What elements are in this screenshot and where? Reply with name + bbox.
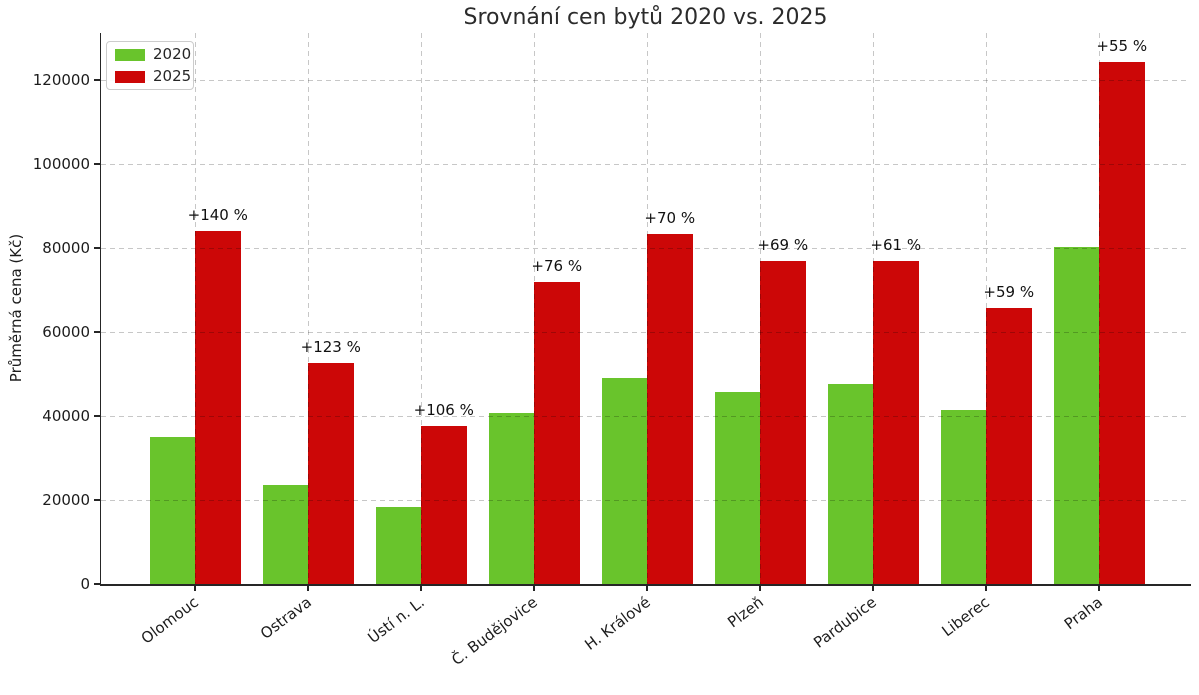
gridline-x-0: [194, 33, 196, 584]
bar-2025-3: [534, 282, 580, 584]
bar-2025-4: [647, 234, 693, 584]
bar-2025-5: [760, 260, 806, 584]
bar-2025-1: [308, 362, 354, 584]
x-tick-0: [194, 585, 196, 591]
legend: 2020 2025: [106, 41, 194, 90]
y-tick-label: 20000: [42, 491, 90, 509]
gridline-x-7: [985, 33, 987, 584]
y-tick-label: 120000: [32, 71, 90, 89]
pct-label-4: +70 %: [644, 209, 696, 228]
gridline-y-100000: [101, 163, 1190, 165]
pct-label-1: +123 %: [300, 337, 361, 356]
x-tick-6: [872, 585, 874, 591]
bar-2020-3: [488, 412, 534, 584]
bar-2020-2: [375, 507, 421, 584]
y-tick-100000: [94, 163, 100, 165]
bar-2020-1: [262, 484, 308, 584]
pct-label-6: +61 %: [870, 236, 922, 255]
pct-label-2: +106 %: [413, 401, 474, 420]
gridline-y-60000: [101, 331, 1190, 333]
x-tick-8: [1098, 585, 1100, 591]
y-axis-spine: [99, 33, 101, 585]
gridline-x-4: [646, 33, 648, 584]
bar-2020-4: [601, 378, 647, 584]
bar-2025-0: [195, 231, 241, 584]
x-tick-label: Olomouc: [137, 593, 202, 648]
y-tick-label: 100000: [32, 155, 90, 173]
legend-swatch-2025: [115, 70, 145, 83]
y-tick-120000: [94, 79, 100, 81]
pct-label-3: +76 %: [531, 257, 583, 276]
y-tick-20000: [94, 499, 100, 501]
x-tick-3: [533, 585, 535, 591]
gridline-x-6: [872, 33, 874, 584]
pct-label-0: +140 %: [187, 206, 248, 225]
gridline-y-20000: [101, 499, 1190, 501]
gridline-x-8: [1098, 33, 1100, 584]
gridline-x-2: [420, 33, 422, 584]
bar-2025-8: [1099, 61, 1145, 584]
bar-2025-2: [421, 426, 467, 584]
y-tick-label: 80000: [42, 239, 90, 257]
legend-item-2025: 2025: [115, 68, 191, 85]
y-tick-60000: [94, 331, 100, 333]
bar-2020-6: [827, 383, 873, 584]
y-tick-0: [94, 583, 100, 585]
gridline-x-3: [533, 33, 535, 584]
y-tick-40000: [94, 415, 100, 417]
legend-label: 2025: [153, 67, 192, 85]
y-tick-label: 60000: [42, 323, 90, 341]
pct-label-5: +69 %: [757, 235, 809, 254]
bar-2025-7: [986, 307, 1032, 584]
x-tick-1: [307, 585, 309, 591]
legend-item-2020: 2020: [115, 46, 191, 63]
gridline-x-1: [307, 33, 309, 584]
x-tick-4: [646, 585, 648, 591]
legend-label: 2020: [153, 45, 192, 63]
bar-2020-8: [1053, 247, 1099, 584]
y-tick-label: 0: [80, 575, 90, 593]
x-tick-7: [985, 585, 987, 591]
bar-2020-7: [940, 410, 986, 584]
bar-2020-0: [149, 437, 195, 584]
pct-label-7: +59 %: [983, 282, 1035, 301]
pct-label-8: +55 %: [1096, 36, 1148, 55]
legend-swatch-2020: [115, 48, 145, 61]
gridline-x-5: [759, 33, 761, 584]
y-tick-label: 40000: [42, 407, 90, 425]
gridline-y-80000: [101, 247, 1190, 249]
gridline-y-40000: [101, 415, 1190, 417]
y-tick-80000: [94, 247, 100, 249]
x-axis-spine: [99, 584, 1191, 586]
gridline-y-120000: [101, 79, 1190, 81]
x-tick-2: [420, 585, 422, 591]
chart-title: Srovnání cen bytů 2020 vs. 2025: [463, 5, 828, 30]
bar-2020-5: [714, 392, 760, 584]
x-tick-5: [759, 585, 761, 591]
bar-2025-6: [873, 261, 919, 584]
